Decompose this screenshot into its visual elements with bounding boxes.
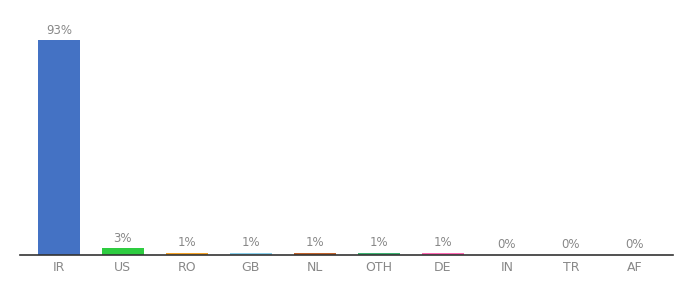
Bar (102, 248, 143, 255)
Text: 0%: 0% (562, 238, 580, 251)
Bar (38, 40, 80, 255)
Text: 1%: 1% (305, 236, 324, 249)
Text: 93%: 93% (46, 24, 72, 37)
Text: 1%: 1% (241, 236, 260, 249)
Bar (550, 254, 592, 255)
Text: 3%: 3% (114, 232, 132, 244)
Bar (614, 254, 656, 255)
Text: 1%: 1% (177, 236, 196, 249)
Text: 0%: 0% (626, 238, 644, 251)
Bar (166, 253, 207, 255)
Bar (230, 253, 271, 255)
Bar (358, 253, 400, 255)
Bar (486, 254, 528, 255)
Text: 1%: 1% (369, 236, 388, 249)
Bar (294, 253, 336, 255)
Bar (422, 253, 464, 255)
Text: 0%: 0% (498, 238, 516, 251)
Text: 1%: 1% (433, 236, 452, 249)
